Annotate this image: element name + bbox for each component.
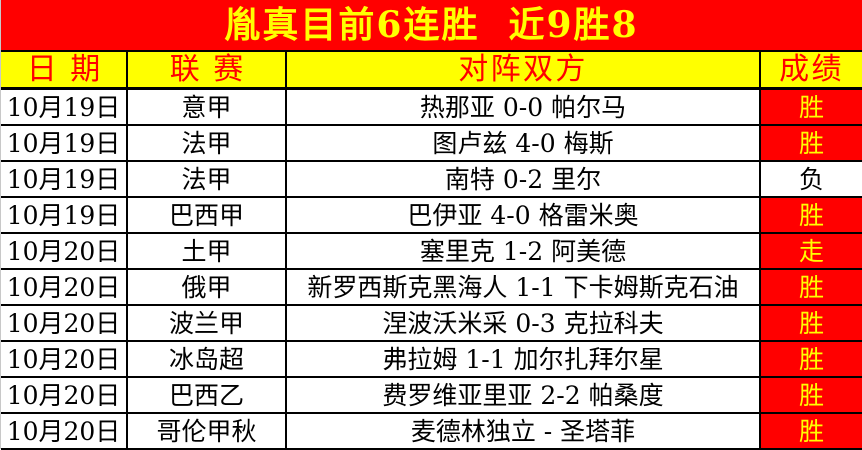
match-cell: 图卢兹 4-0 梅斯 — [285, 124, 761, 162]
table-row: 10月20日 哥伦甲秋 麦德林独立 - 圣塔菲胜 — [1, 412, 862, 450]
result-cell: 负 — [759, 160, 862, 198]
league-cell: 巴西甲 — [126, 196, 287, 234]
title-bar: 胤真目前6连胜 近9胜8 — [1, 0, 862, 52]
table-row: 10月19日 法甲 南特 0-2 里尔负 — [1, 160, 862, 198]
result-cell: 胜 — [759, 304, 862, 342]
date-cell: 10月20日 — [1, 304, 128, 342]
table-row: 10月20日 俄甲 新罗西斯克黑海人 1-1 下卡姆斯克石油胜 — [1, 268, 862, 306]
result-cell: 胜 — [759, 87, 862, 126]
col-header-result: 成绩 — [759, 52, 862, 90]
table-row: 10月19日 法甲 图卢兹 4-0 梅斯胜 — [1, 124, 862, 162]
league-cell: 巴西乙 — [126, 376, 287, 414]
col-header-date: 日期 — [1, 52, 128, 90]
result-cell: 胜 — [759, 340, 862, 378]
date-cell: 10月20日 — [1, 412, 128, 450]
league-cell: 法甲 — [126, 160, 287, 198]
league-cell: 法甲 — [126, 124, 287, 162]
result-cell: 走 — [759, 232, 862, 270]
league-cell: 波兰甲 — [126, 304, 287, 342]
result-cell: 胜 — [759, 268, 862, 306]
match-cell: 塞里克 1-2 阿美德 — [285, 232, 761, 270]
result-cell: 胜 — [759, 376, 862, 414]
date-cell: 10月20日 — [1, 340, 128, 378]
match-cell: 巴伊亚 4-0 格雷米奥 — [285, 196, 761, 234]
match-cell: 麦德林独立 - 圣塔菲 — [285, 412, 761, 450]
league-cell: 意甲 — [126, 87, 287, 126]
match-cell: 涅波沃米采 0-3 克拉科夫 — [285, 304, 761, 342]
table-row: 10月19日 巴西甲 巴伊亚 4-0 格雷米奥胜 — [1, 196, 862, 234]
match-cell: 热那亚 0-0 帕尔马 — [285, 87, 761, 126]
result-cell: 胜 — [759, 412, 862, 450]
league-cell: 土甲 — [126, 232, 287, 270]
table-body: 10月19日 意甲 热那亚 0-0 帕尔马胜 10月19日 法甲 图卢兹 4-0 梅斯胜 1… — [1, 87, 862, 450]
match-cell: 弗拉姆 1-1 加尔扎拜尔星 — [285, 340, 761, 378]
col-header-match: 对阵双方 — [285, 52, 761, 90]
table-row: 10月20日 冰岛超 弗拉姆 1-1 加尔扎拜尔星胜 — [1, 340, 862, 378]
result-cell: 胜 — [759, 124, 862, 162]
table-row: 10月19日 意甲 热那亚 0-0 帕尔马胜 — [1, 87, 862, 126]
results-table: 日期 联赛 对阵双方 成绩 10月19日 意甲 热那亚 0-0 帕尔马胜 10月19日… — [1, 52, 862, 450]
league-cell: 俄甲 — [126, 268, 287, 306]
table-row: 10月20日 土甲 塞里克 1-2 阿美德走 — [1, 232, 862, 270]
date-cell: 10月19日 — [1, 87, 128, 126]
table-row: 10月20日 波兰甲 涅波沃米采 0-3 克拉科夫胜 — [1, 304, 862, 342]
result-cell: 胜 — [759, 196, 862, 234]
date-cell: 10月20日 — [1, 268, 128, 306]
date-cell: 10月19日 — [1, 124, 128, 162]
match-cell: 南特 0-2 里尔 — [285, 160, 761, 198]
header-row: 日期 联赛 对阵双方 成绩 — [1, 52, 862, 90]
date-cell: 10月20日 — [1, 376, 128, 414]
page-title: 胤真目前6连胜 近9胜8 — [224, 4, 639, 46]
date-cell: 10月19日 — [1, 196, 128, 234]
date-cell: 10月19日 — [1, 160, 128, 198]
date-cell: 10月20日 — [1, 232, 128, 270]
match-cell: 新罗西斯克黑海人 1-1 下卡姆斯克石油 — [285, 268, 761, 306]
league-cell: 冰岛超 — [126, 340, 287, 378]
table-row: 10月20日 巴西乙 费罗维亚里亚 2-2 帕桑度胜 — [1, 376, 862, 414]
league-cell: 哥伦甲秋 — [126, 412, 287, 450]
col-header-league: 联赛 — [126, 52, 287, 90]
match-cell: 费罗维亚里亚 2-2 帕桑度 — [285, 376, 761, 414]
